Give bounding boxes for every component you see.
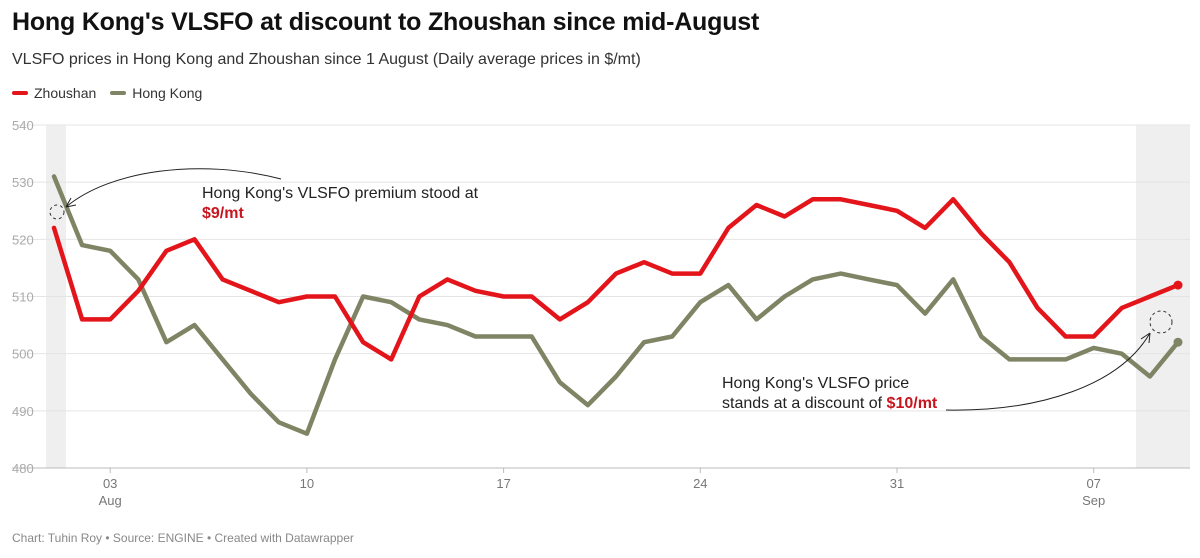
annotation-2-text-line2: stands at a discount of $10/mt bbox=[722, 395, 938, 412]
y-tick-label-540: 540 bbox=[12, 118, 34, 133]
y-tick-label-530: 530 bbox=[12, 175, 34, 190]
y-tick-label-510: 510 bbox=[12, 290, 34, 305]
x-tick-sublabel-Sep: Sep bbox=[1082, 493, 1105, 508]
annotation-1-arrow bbox=[65, 168, 282, 208]
chart-subtitle: VLSFO prices in Hong Kong and Zhoushan s… bbox=[12, 51, 641, 68]
x-tick-label-24: 24 bbox=[693, 476, 707, 491]
annotation-2-arrow bbox=[945, 332, 1151, 411]
y-tick-label-490: 490 bbox=[12, 404, 34, 419]
annotation-2-text-prefix: stands at a discount of bbox=[722, 395, 887, 412]
annotation-2-text-line1: Hong Kong's VLSFO price bbox=[722, 375, 909, 392]
x-tick-label-07: 07 bbox=[1086, 476, 1100, 491]
legend-swatch-zhoushan bbox=[12, 91, 28, 95]
series-endpoint-zhoushan bbox=[1173, 280, 1183, 290]
x-axis: 03 Aug 10 17 24 31 07 Sep bbox=[99, 468, 1105, 508]
annotation-1-value: $9/mt bbox=[202, 205, 244, 222]
annotation-1-marker-circle bbox=[49, 204, 65, 220]
x-tick-label-03: 03 bbox=[103, 476, 117, 491]
annotations: Hong Kong's VLSFO premium stood at $9/mt… bbox=[49, 168, 1173, 412]
legend-item-zhoushan: Zhoushan bbox=[12, 85, 96, 101]
annotation-2-marker-circle bbox=[1149, 310, 1173, 334]
y-tick-label-500: 500 bbox=[12, 347, 34, 362]
annotation-2-arrowhead bbox=[1140, 332, 1151, 344]
series-endpoint-hong-kong bbox=[1173, 337, 1183, 347]
x-tick-sublabel-Aug: Aug bbox=[99, 493, 122, 508]
legend: Zhoushan Hong Kong bbox=[12, 85, 202, 101]
series-line-zhoushan bbox=[51, 197, 1181, 362]
series-line-hong-kong bbox=[51, 174, 1181, 436]
y-axis: 480 490 500 510 520 530 540 bbox=[12, 118, 34, 476]
annotation-1-text: Hong Kong's VLSFO premium stood at bbox=[202, 185, 479, 202]
legend-label-zhoushan: Zhoushan bbox=[34, 85, 97, 101]
chart-footer: Chart: Tuhin Roy • Source: ENGINE • Crea… bbox=[12, 531, 354, 545]
y-gridlines bbox=[12, 124, 1190, 469]
y-tick-label-520: 520 bbox=[12, 232, 34, 247]
x-tick-label-10: 10 bbox=[300, 476, 314, 491]
chart-title: Hong Kong's VLSFO at discount to Zhousha… bbox=[12, 8, 760, 36]
legend-item-hong-kong: Hong Kong bbox=[110, 85, 202, 101]
annotation-1-arrowhead bbox=[65, 197, 77, 208]
legend-swatch-hong-kong bbox=[110, 91, 127, 95]
series-lines bbox=[51, 174, 1183, 436]
x-tick-label-17: 17 bbox=[496, 476, 510, 491]
y-tick-label-480: 480 bbox=[12, 461, 34, 476]
legend-label-hong-kong: Hong Kong bbox=[132, 85, 203, 101]
annotation-2-value: $10/mt bbox=[887, 395, 938, 412]
x-tick-label-31: 31 bbox=[890, 476, 904, 491]
